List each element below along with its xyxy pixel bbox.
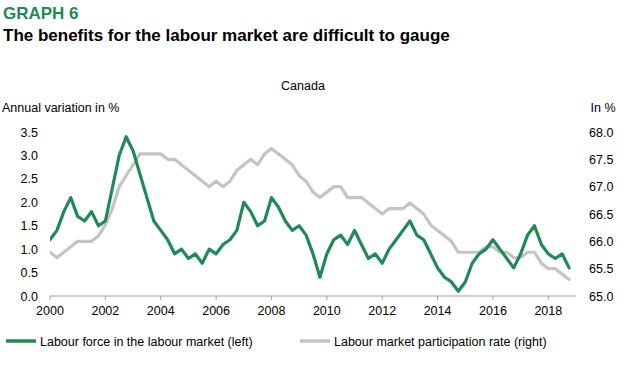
y-axis-label: Annual variation in % bbox=[2, 101, 119, 115]
y2-tick bbox=[576, 159, 579, 160]
x-tick-label: 2012 bbox=[368, 304, 396, 318]
y-tick bbox=[47, 132, 50, 133]
x-tick-label: 2004 bbox=[147, 304, 175, 318]
x-axis-line bbox=[50, 296, 576, 297]
y2-tick bbox=[576, 268, 579, 269]
x-tick-label: 2014 bbox=[424, 304, 452, 318]
y-tick-label: 2.5 bbox=[21, 172, 38, 186]
x-tick bbox=[548, 296, 549, 300]
y-tick bbox=[47, 272, 50, 273]
y2-tick-label: 65.5 bbox=[589, 262, 613, 276]
y-tick bbox=[47, 249, 50, 250]
y-tick bbox=[47, 225, 50, 226]
y-tick-label: 3.5 bbox=[21, 126, 38, 140]
series-line bbox=[50, 137, 569, 292]
x-tick bbox=[382, 296, 383, 300]
y2-tick bbox=[576, 186, 579, 187]
legend-swatch bbox=[6, 339, 36, 343]
y2-axis-label: In % bbox=[590, 101, 615, 115]
x-tick-label: 2010 bbox=[313, 304, 341, 318]
x-tick bbox=[50, 296, 51, 300]
y2-tick bbox=[576, 296, 579, 297]
x-tick-label: 2000 bbox=[36, 304, 64, 318]
y-tick bbox=[47, 155, 50, 156]
y-tick-label: 0.0 bbox=[21, 290, 38, 304]
y-tick bbox=[47, 178, 50, 179]
x-tick-label: 2016 bbox=[479, 304, 507, 318]
y2-tick-label: 66.5 bbox=[589, 208, 613, 222]
x-tick-label: 2018 bbox=[534, 304, 562, 318]
x-tick-label: 2008 bbox=[258, 304, 286, 318]
y2-tick bbox=[576, 241, 579, 242]
legend-label: Labour market participation rate (right) bbox=[334, 335, 547, 349]
x-tick-label: 2006 bbox=[202, 304, 230, 318]
y-tick bbox=[47, 202, 50, 203]
x-tick bbox=[160, 296, 161, 300]
y-tick-label: 0.5 bbox=[21, 266, 38, 280]
y2-tick-label: 68.0 bbox=[589, 126, 613, 140]
y-tick-label: 3.0 bbox=[21, 149, 38, 163]
x-tick bbox=[326, 296, 327, 300]
x-tick bbox=[216, 296, 217, 300]
legend-swatch bbox=[300, 339, 330, 343]
title: The benefits for the labour market are d… bbox=[3, 26, 450, 45]
y2-tick-label: 67.5 bbox=[589, 153, 613, 167]
subtitle: Canada bbox=[281, 79, 325, 93]
x-tick bbox=[105, 296, 106, 300]
y2-tick-label: 66.0 bbox=[589, 235, 613, 249]
y2-tick-label: 65.0 bbox=[589, 290, 613, 304]
x-tick bbox=[271, 296, 272, 300]
series-line bbox=[50, 148, 569, 279]
y-tick-label: 1.5 bbox=[21, 219, 38, 233]
legend-label: Labour force in the labour market (left) bbox=[40, 335, 253, 349]
y-tick-label: 1.0 bbox=[21, 243, 38, 257]
y2-tick bbox=[576, 214, 579, 215]
chart: GRAPH 6 The benefits for the labour marke… bbox=[0, 0, 628, 371]
y2-tick bbox=[576, 132, 579, 133]
y2-tick-label: 67.0 bbox=[589, 180, 613, 194]
figure-number: GRAPH 6 bbox=[3, 4, 79, 23]
x-tick bbox=[437, 296, 438, 300]
plot-area bbox=[50, 137, 569, 292]
x-tick-label: 2002 bbox=[91, 304, 119, 318]
y-tick-label: 2.0 bbox=[21, 196, 38, 210]
x-tick bbox=[492, 296, 493, 300]
